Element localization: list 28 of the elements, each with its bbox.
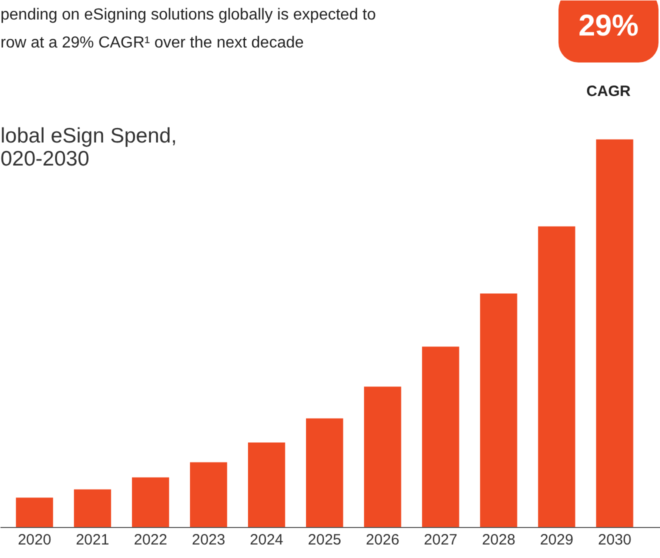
x-tick-label: 2020: [18, 531, 52, 548]
x-tick-label: 2027: [424, 531, 458, 548]
x-tick-label: 2023: [192, 531, 226, 548]
x-tick-label: 2022: [134, 531, 168, 548]
text: 29%: [578, 10, 639, 42]
x-tick-label: 2021: [76, 531, 110, 548]
x-tick-label: 2030: [598, 531, 632, 548]
x-tick-label: 2024: [250, 531, 284, 548]
bar: [132, 477, 170, 528]
bar: [306, 418, 344, 528]
bar: [596, 139, 634, 528]
text: pending on eSigning solutions globally is expected to: [0, 6, 376, 24]
x-tick-label: 2029: [540, 531, 574, 548]
bar: [74, 489, 112, 528]
x-tick-label: 2026: [366, 531, 400, 548]
bar: [16, 498, 54, 528]
text: CAGR: [586, 83, 631, 100]
x-tick-label: 2028: [482, 531, 516, 548]
chart-subtitle: 020-2030: [0, 148, 90, 170]
bar: [190, 462, 228, 528]
bar: [248, 442, 286, 528]
chart-title: lobal eSign Spend,: [0, 124, 177, 148]
x-tick-label: 2025: [308, 531, 342, 548]
bar: [422, 346, 460, 528]
bar: [538, 226, 576, 528]
text: row at a 29% CAGR¹ over the next decade: [0, 34, 304, 52]
bar: [364, 386, 402, 528]
bar: [480, 293, 518, 528]
